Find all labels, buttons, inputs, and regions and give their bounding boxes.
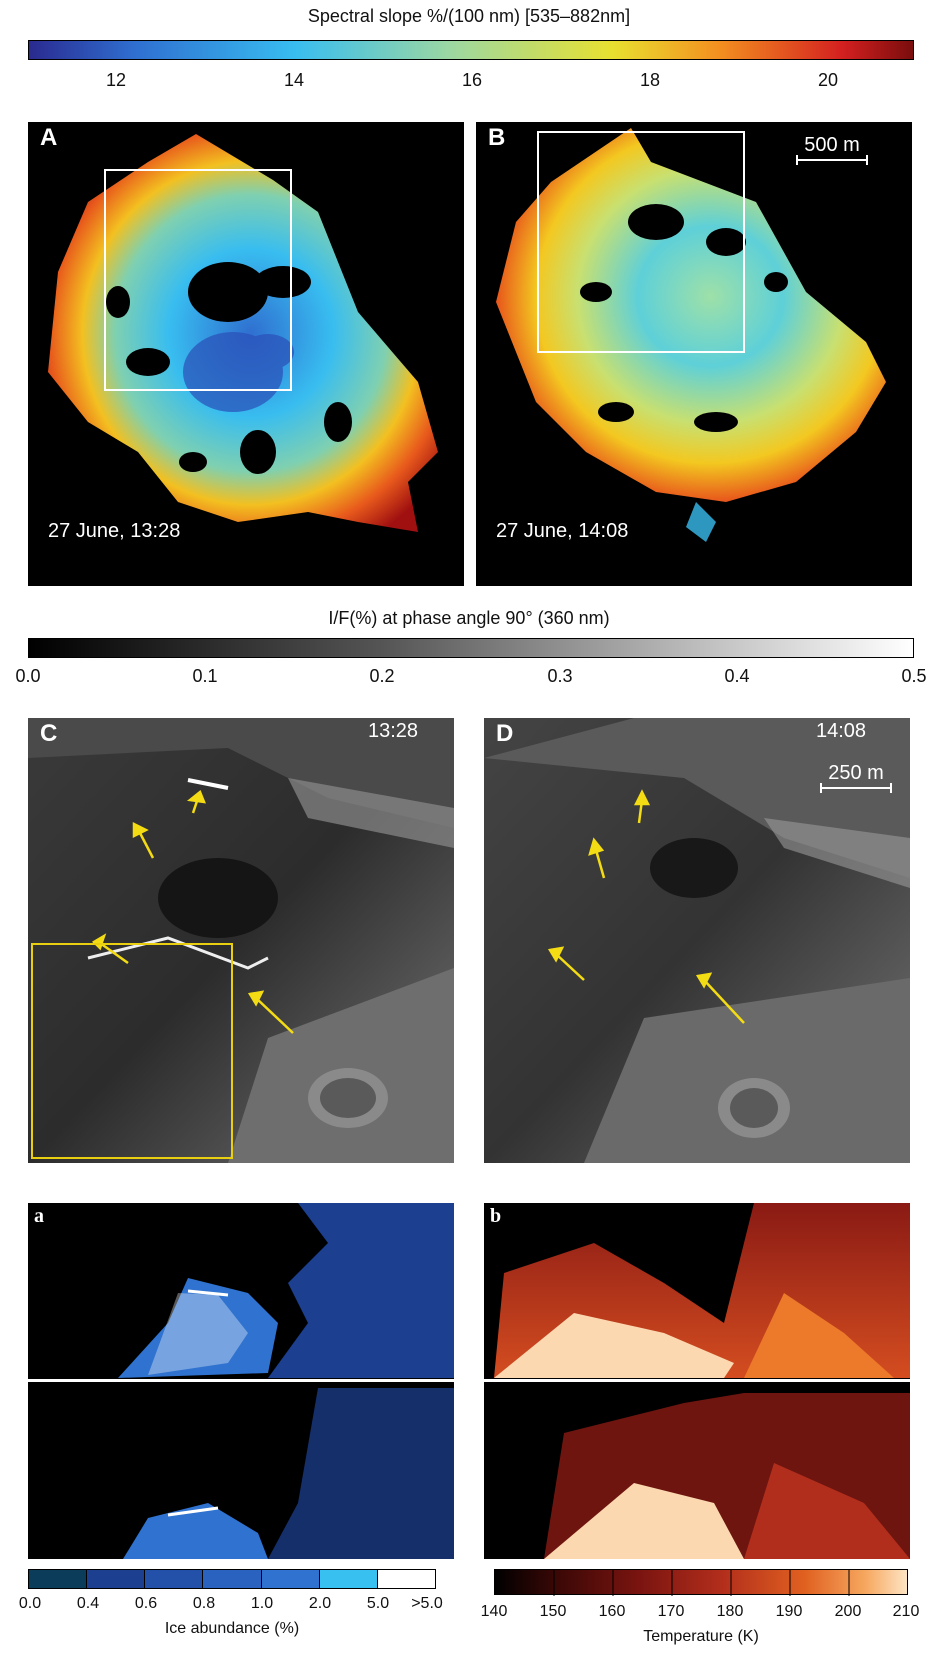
comet-spectral-image-b — [496, 128, 886, 542]
spectral-bar-title: Spectral slope %/(100 nm) [535–882nm] — [307, 6, 631, 26]
comet-spectral-image-a — [48, 134, 438, 532]
temperature-map — [484, 1203, 910, 1559]
region-box — [537, 131, 745, 353]
panel-b-timestamp: 27 June, 14:08 — [496, 520, 629, 542]
if-tick: 0.4 — [724, 666, 750, 686]
panel-a-ice-abundance: a — [28, 1203, 454, 1559]
if-bar-title: I/F(%) at phase angle 90° (360 nm) — [328, 608, 610, 628]
spectral-tick: 18 — [639, 70, 661, 90]
temp-tick: 200 — [834, 1603, 862, 1620]
if-tick: 0.3 — [547, 666, 573, 686]
comet-surface-image-c — [28, 718, 454, 1163]
panel-label-A: A — [40, 124, 58, 151]
if-tick: 0.0 — [15, 666, 41, 686]
spectral-tick: 16 — [461, 70, 483, 90]
if-tick: 0.2 — [369, 666, 395, 686]
spectral-colorbar — [28, 40, 914, 60]
temp-tick: 150 — [539, 1603, 567, 1620]
panel-a-timestamp: 27 June, 13:28 — [48, 520, 181, 542]
region-box — [104, 169, 292, 391]
ice-tick: 0.6 — [134, 1595, 158, 1612]
scale-label: 500 m — [804, 134, 860, 156]
temp-tick: 140 — [480, 1603, 508, 1620]
scale-bar-250m: 250 m — [820, 762, 892, 793]
spectral-tick: 14 — [283, 70, 305, 90]
ice-abundance-map — [28, 1203, 454, 1559]
ice-bar-title: Ice abundance (%) — [164, 1620, 300, 1637]
panel-label-b: b — [490, 1205, 502, 1227]
temperature-colorbar — [494, 1569, 908, 1596]
spectral-tick: 20 — [817, 70, 839, 90]
panel-label-B: B — [488, 124, 506, 151]
temp-tick: 210 — [892, 1603, 920, 1620]
region-box-yellow — [31, 943, 233, 1159]
temperature-dividers — [553, 1570, 850, 1596]
temp-tick: 170 — [657, 1603, 685, 1620]
panel-c-if-image: C 13:28 — [28, 718, 454, 1163]
panel-d-if-image: D 14:08 250 m — [484, 718, 910, 1163]
panel-a-spectral-map: A 27 June, 13:28 — [28, 122, 464, 586]
temp-tick: 190 — [775, 1603, 803, 1620]
ice-tick: 0.8 — [192, 1595, 216, 1612]
scale-bar-500m: 500 m — [796, 134, 868, 165]
panel-d-time: 14:08 — [816, 720, 867, 742]
panel-c-time: 13:28 — [368, 720, 419, 742]
if-colorbar — [28, 638, 914, 658]
ice-tick: 2.0 — [308, 1595, 332, 1612]
if-tick: 0.5 — [901, 666, 927, 686]
ice-tick: 5.0 — [366, 1595, 390, 1612]
ice-abundance-colorbar — [28, 1569, 436, 1589]
panel-label-C: C — [40, 720, 58, 747]
temp-tick: 180 — [716, 1603, 744, 1620]
panel-b-spectral-map: B 500 m 27 June, 14:08 — [476, 122, 912, 586]
scale-label: 250 m — [828, 762, 884, 784]
ice-tick: 0.0 — [18, 1595, 42, 1612]
ice-tick: >5.0 — [411, 1595, 443, 1612]
ice-tick: 0.4 — [76, 1595, 100, 1612]
panel-label-D: D — [496, 720, 514, 747]
spectral-tick: 12 — [105, 70, 127, 90]
panel-b-temperature: b — [484, 1203, 910, 1559]
arrow-group-d — [547, 789, 745, 1024]
temp-bar-title: Temperature (K) — [643, 1628, 759, 1645]
if-tick: 0.1 — [192, 666, 218, 686]
comet-surface-image-d — [484, 718, 910, 1163]
panel-label-a: a — [34, 1205, 44, 1227]
temp-tick: 160 — [598, 1603, 626, 1620]
arrow-group-c — [91, 789, 294, 1034]
ice-tick: 1.0 — [250, 1595, 274, 1612]
